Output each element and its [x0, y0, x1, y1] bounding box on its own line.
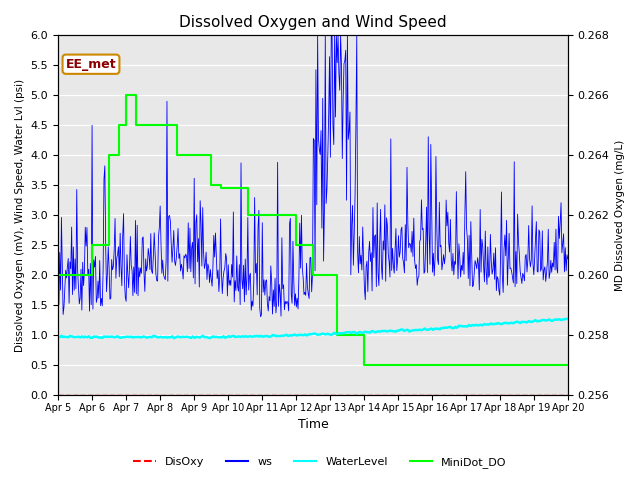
- Text: EE_met: EE_met: [66, 58, 116, 71]
- Y-axis label: Dissolved Oxygen (mV), Wind Speed, Water Lvl (psi): Dissolved Oxygen (mV), Wind Speed, Water…: [15, 79, 25, 352]
- Legend: DisOxy, ws, WaterLevel, MiniDot_DO: DisOxy, ws, WaterLevel, MiniDot_DO: [129, 452, 511, 472]
- X-axis label: Time: Time: [298, 419, 328, 432]
- Title: Dissolved Oxygen and Wind Speed: Dissolved Oxygen and Wind Speed: [179, 15, 447, 30]
- Y-axis label: MD Dissolved Oxygen (mg/L): MD Dissolved Oxygen (mg/L): [615, 140, 625, 291]
